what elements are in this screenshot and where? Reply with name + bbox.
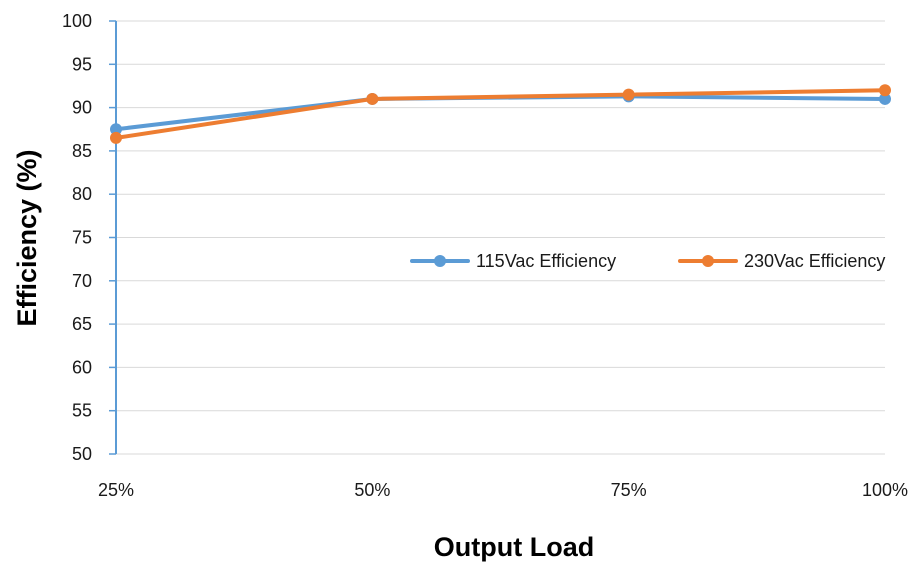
data-point-series2-2 xyxy=(622,88,635,101)
y-tick-label-65: 65 xyxy=(72,314,92,334)
x-tick-label-25pct: 25% xyxy=(98,480,134,500)
data-point-series2-1 xyxy=(366,92,379,105)
data-point-series1-0 xyxy=(110,123,122,136)
legend-label-2: 230Vac Efficiency xyxy=(744,251,885,271)
series-lines xyxy=(110,84,891,144)
legend-item-2: 230Vac Efficiency xyxy=(678,251,885,271)
y-axis-title: Efficiency (%) xyxy=(12,149,42,326)
x-axis-title: Output Load xyxy=(434,532,594,562)
data-point-series1-3 xyxy=(879,92,891,105)
y-tick-label-90: 90 xyxy=(72,98,92,118)
x-tick-label-75pct: 75% xyxy=(611,480,647,500)
y-tick-label-75: 75 xyxy=(72,228,92,248)
legend-label-1: 115Vac Efficiency xyxy=(476,251,616,271)
y-tick-label-60: 60 xyxy=(72,357,92,377)
legend-item-1: 115Vac Efficiency xyxy=(410,251,616,271)
data-point-series2-3 xyxy=(879,84,891,97)
y-tick-label-55: 55 xyxy=(72,401,92,421)
x-tick-label-100pct: 100% xyxy=(862,480,908,500)
x-tick-label-50pct: 50% xyxy=(354,480,390,500)
y-axis: 50 55 60 65 70 75 80 85 90 95 100 xyxy=(62,11,117,464)
y-tick-label-95: 95 xyxy=(72,54,92,74)
gridlines xyxy=(116,20,885,455)
series-line-1 xyxy=(114,94,887,132)
data-point-series2-0 xyxy=(110,131,122,144)
legend-swatch-marker-1 xyxy=(434,255,446,267)
y-tick-label-50: 50 xyxy=(72,444,92,464)
y-tick-label-70: 70 xyxy=(72,271,92,291)
legend-swatch-marker-2 xyxy=(702,255,714,267)
y-tick-label-85: 85 xyxy=(72,141,92,161)
x-axis: 25% 50% 75% 100% xyxy=(98,480,908,500)
series-line-2 xyxy=(114,88,887,140)
legend: 115Vac Efficiency 230Vac Efficiency xyxy=(410,251,885,271)
y-tick-label-80: 80 xyxy=(72,184,92,204)
y-tick-label-100: 100 xyxy=(62,11,92,31)
